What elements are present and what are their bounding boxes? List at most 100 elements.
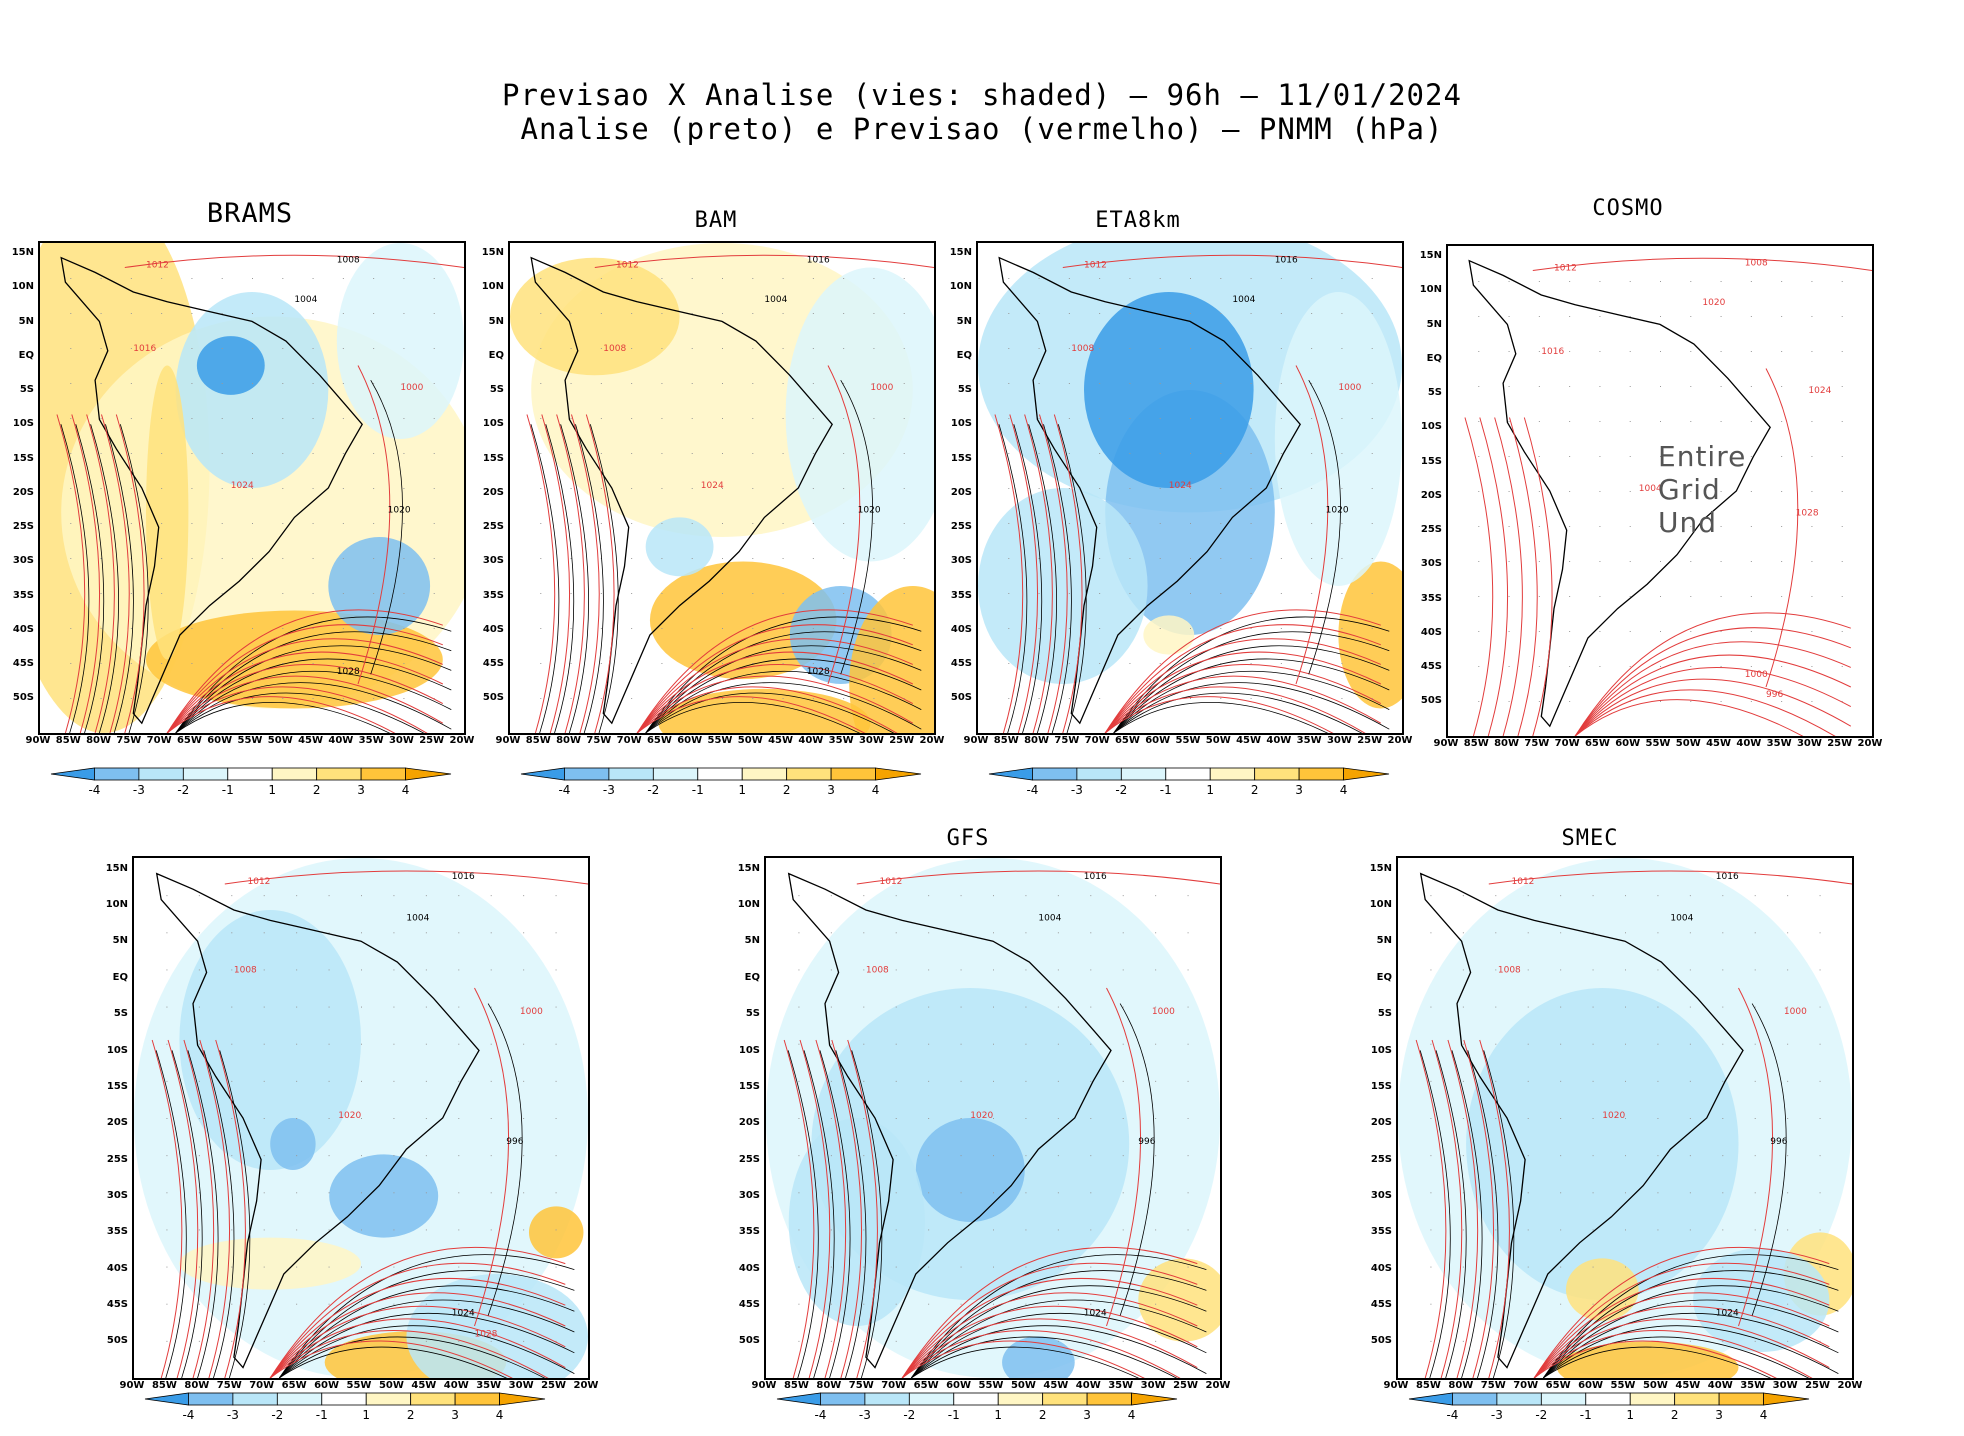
lon-label: 40W — [443, 1380, 469, 1391]
contour-label: 1012 — [1084, 261, 1107, 271]
lat-label: 20S — [482, 486, 504, 498]
lat-label: 15N — [1369, 862, 1392, 874]
lon-label: 45W — [768, 735, 794, 746]
lon-label: 35W — [358, 735, 384, 746]
lat-label: 10N — [1419, 284, 1442, 296]
lat-label: 50S — [950, 692, 972, 704]
lat-label: 35S — [482, 589, 504, 601]
contour-label: 1028 — [1796, 509, 1819, 519]
lon-label: 65W — [176, 735, 202, 746]
colorbar-swatch — [1496, 1392, 1542, 1406]
lon-label: 70W — [881, 1380, 907, 1391]
colorbar-swatch — [953, 1392, 999, 1406]
lat-label: 10N — [105, 899, 128, 911]
lon-label: 70W — [249, 1380, 275, 1391]
lon-label: 25W — [1827, 738, 1853, 749]
contour-label: 1004 — [1232, 295, 1255, 305]
lat-label: 30S — [106, 1190, 128, 1201]
lon-label: 85W — [55, 735, 81, 746]
lon-label: 25W — [1173, 1380, 1199, 1391]
lat-label: 10N — [949, 281, 972, 293]
colorbar-label: -4 — [88, 783, 101, 797]
lon-label: 60W — [1578, 1380, 1604, 1391]
lat-label: 25S — [1420, 524, 1442, 536]
contour-label: 1016 — [452, 872, 475, 882]
lat-label: 20S — [1420, 489, 1442, 501]
colorbar-swatch — [321, 1392, 367, 1406]
map-canvas-cosmo: 1012 1008 1016 1020 1024 1028 1004 1000 996 — [1464, 257, 1872, 736]
lon-label: 35W — [476, 1380, 502, 1391]
contour-label: 1008 — [1745, 259, 1768, 269]
panel-title-cosmo: COSMO — [1592, 196, 1664, 221]
contour-label: 1008 — [603, 344, 626, 354]
colorbar-swatch — [1298, 767, 1344, 781]
lon-label: 45W — [1706, 738, 1732, 749]
lat-label: 45S — [1370, 1299, 1392, 1311]
coastline — [1468, 259, 1771, 728]
colorbar-label: 2 — [312, 783, 321, 797]
lat-label: 35S — [106, 1226, 128, 1238]
lat-label: 20S — [1370, 1117, 1392, 1129]
lon-label: 30W — [1140, 1380, 1166, 1391]
lat-label: 5S — [957, 384, 972, 396]
lon-label: 35W — [828, 735, 854, 746]
lat-label: 50S — [106, 1335, 128, 1347]
lon-label: 55W — [1610, 1380, 1636, 1391]
lon-label: 50W — [737, 735, 763, 746]
colorbar-label: 4 — [1759, 1408, 1768, 1422]
contour-label: 1012 — [1554, 264, 1577, 274]
lon-label: 90W — [1433, 738, 1459, 749]
contour-label: 1024 — [231, 481, 254, 491]
colorbar-label: 1 — [1626, 1408, 1635, 1422]
colorbar-label: -2 — [177, 783, 190, 797]
lat-label: 20S — [106, 1117, 128, 1129]
lon-label: 20W — [919, 735, 945, 746]
contour-label: 1020 — [1326, 506, 1349, 516]
lat-label: 45S — [482, 658, 504, 670]
lon-label: 70W — [1513, 1380, 1539, 1391]
contour-label: 1012 — [1512, 877, 1535, 887]
colorbar-label: -3 — [1070, 783, 1083, 797]
lon-label: 20W — [1857, 738, 1883, 749]
lon-label: 30W — [508, 1380, 534, 1391]
lon-label: 90W — [963, 735, 989, 746]
map-plot-eta: 1012 1016 1008 1004 1000 1020 1024 — [976, 241, 1404, 735]
colorbar-swatch — [908, 1392, 955, 1406]
lon-label: 80W — [1494, 738, 1520, 749]
lon-label: 50W — [378, 1380, 404, 1391]
lon-label: 40W — [1266, 735, 1292, 746]
colorbar-label: -3 — [858, 1408, 871, 1422]
colorbar-smec — [1408, 1392, 1810, 1406]
panel-title-eta: ETA8km — [1095, 208, 1181, 233]
map-canvas-brams: 1012 1008 1016 1004 1000 1020 1024 1028 — [40, 243, 464, 733]
lon-label: 70W — [1554, 738, 1580, 749]
lat-label: 35S — [950, 589, 972, 601]
colorbar-swatch — [608, 767, 654, 781]
colorbar-swatch — [1540, 1392, 1587, 1406]
lat-label: 45S — [12, 658, 34, 670]
bias-shading — [40, 243, 464, 733]
colorbar-label: -1 — [315, 1408, 328, 1422]
lon-label: 40W — [798, 735, 824, 746]
lat-label: 15S — [12, 452, 34, 464]
lat-label: 15S — [950, 452, 972, 464]
colorbar-swatch — [188, 1392, 234, 1406]
lon-label: 80W — [1024, 735, 1050, 746]
lat-label: 5N — [18, 315, 34, 327]
lon-label: 50W — [267, 735, 293, 746]
lat-label: 15S — [1370, 1080, 1392, 1092]
contour-label: 996 — [1770, 1137, 1787, 1147]
lat-label: 15S — [106, 1080, 128, 1092]
colorbar-swatch — [50, 767, 95, 781]
lat-label: 5N — [744, 935, 760, 947]
lat-label: 20S — [738, 1117, 760, 1129]
lon-label: 60W — [946, 1380, 972, 1391]
lat-label: 45S — [738, 1299, 760, 1311]
lat-label: EQ — [1426, 352, 1442, 364]
contour-label: 1004 — [1639, 484, 1662, 494]
lon-label: 40W — [1707, 1380, 1733, 1391]
lat-label: 25S — [738, 1153, 760, 1165]
lon-label: 30W — [1772, 1380, 1798, 1391]
lat-label: 5S — [19, 384, 34, 396]
contour-label: 1020 — [1702, 298, 1725, 308]
